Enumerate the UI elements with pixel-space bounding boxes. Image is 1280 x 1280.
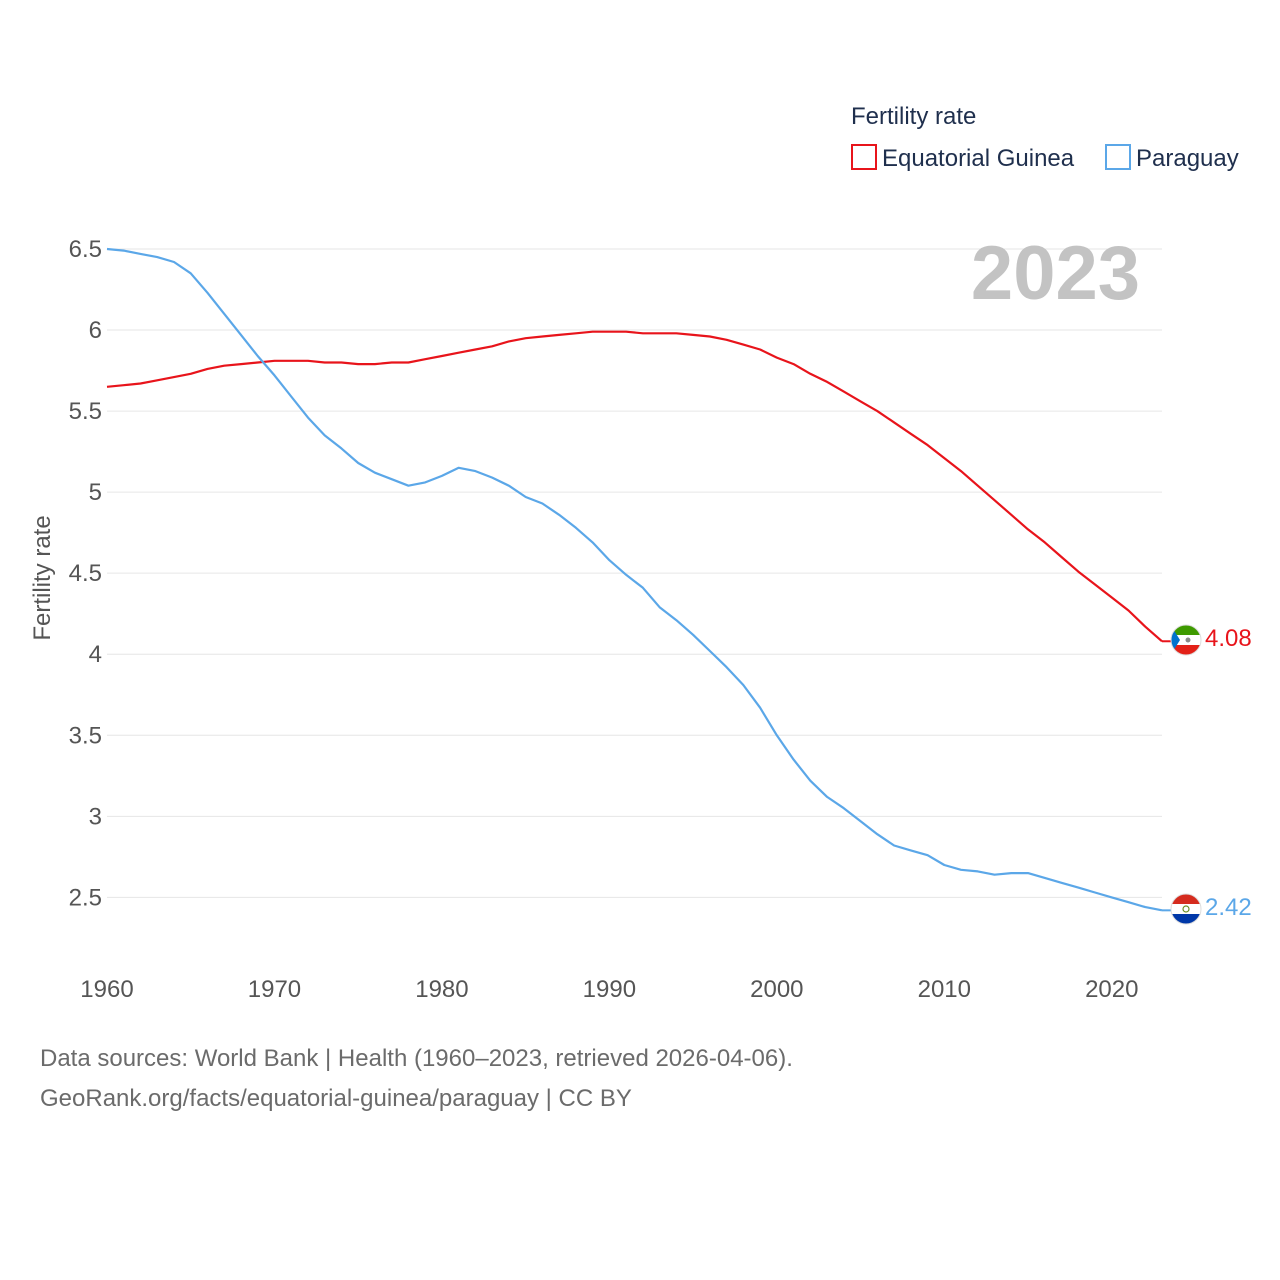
- legend-item-equatorial-guinea[interactable]: Equatorial Guinea: [851, 144, 1075, 172]
- series-lines: [106, 247, 1172, 912]
- legend: Fertility rate Equatorial Guinea Paragua…: [851, 103, 1239, 172]
- y-tick-label: 3: [89, 803, 102, 830]
- source-note: Data sources: World Bank | Health (1960–…: [40, 1045, 793, 1072]
- source-link[interactable]: GeoRank.org/facts/equatorial-guinea/para…: [40, 1085, 632, 1112]
- end-value-equatorial-guinea: 4.08: [1205, 625, 1252, 652]
- y-tick-label: 4: [89, 641, 102, 668]
- legend-swatch-equatorial-guinea: [851, 144, 877, 170]
- y-tick-label: 6: [89, 317, 102, 344]
- equatorial-guinea-flag-icon: [1170, 624, 1202, 656]
- y-tick-label: 3.5: [69, 722, 102, 749]
- y-tick-label: 2.5: [69, 884, 102, 911]
- paraguay-flag-icon: [1170, 893, 1202, 925]
- year-label: 2023: [971, 231, 1140, 316]
- legend-item-paraguay[interactable]: Paraguay: [1105, 144, 1239, 172]
- x-tick-label: 1970: [248, 976, 301, 1003]
- y-tick-label: 6.5: [69, 236, 102, 263]
- y-tick-label: 5: [89, 479, 102, 506]
- y-axis-label: Fertility rate: [29, 515, 56, 640]
- x-tick-label: 1990: [583, 976, 636, 1003]
- x-tick-label: 2010: [918, 976, 971, 1003]
- x-axis-ticks: 1960 1970 1980 1990 2000 2010 2020: [80, 976, 1138, 1003]
- legend-label-paraguay: Paraguay: [1136, 145, 1239, 172]
- gridlines: [107, 248, 1162, 898]
- x-tick-label: 1960: [80, 976, 133, 1003]
- legend-label-equatorial-guinea: Equatorial Guinea: [882, 145, 1075, 172]
- series-line-equatorial-guinea: [106, 330, 1163, 643]
- y-tick-label: 4.5: [69, 560, 102, 587]
- y-axis-ticks: 2.5 3 3.5 4 4.5 5 5.5 6 6.5: [69, 236, 102, 911]
- x-tick-label: 1980: [415, 976, 468, 1003]
- x-tick-label: 2020: [1085, 976, 1138, 1003]
- legend-title: Fertility rate: [851, 103, 976, 130]
- y-tick-label: 5.5: [69, 398, 102, 425]
- legend-swatch-paraguay: [1105, 144, 1131, 170]
- x-tick-label: 2000: [750, 976, 803, 1003]
- end-value-paraguay: 2.42: [1205, 894, 1252, 921]
- series-line-paraguay: [106, 247, 1163, 912]
